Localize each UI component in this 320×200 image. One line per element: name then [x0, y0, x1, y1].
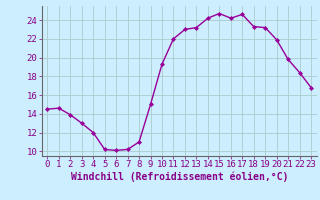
X-axis label: Windchill (Refroidissement éolien,°C): Windchill (Refroidissement éolien,°C)	[70, 172, 288, 182]
